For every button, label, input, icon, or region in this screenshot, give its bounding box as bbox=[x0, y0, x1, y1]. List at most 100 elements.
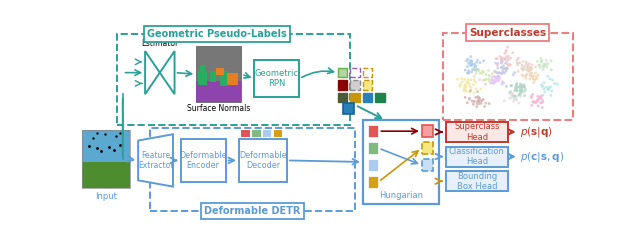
Point bbox=[460, 83, 470, 87]
Point bbox=[486, 81, 497, 85]
Point bbox=[460, 84, 470, 88]
Point bbox=[484, 79, 494, 83]
Point bbox=[494, 75, 504, 79]
Point bbox=[502, 67, 512, 71]
Point bbox=[529, 78, 540, 82]
Point bbox=[543, 85, 554, 89]
Point bbox=[526, 65, 536, 69]
Point bbox=[465, 63, 476, 67]
Point bbox=[487, 77, 497, 81]
Point bbox=[525, 73, 535, 77]
Point bbox=[470, 64, 481, 68]
Point bbox=[537, 59, 547, 63]
Point bbox=[536, 83, 547, 87]
Point bbox=[475, 61, 485, 64]
Point bbox=[466, 78, 476, 82]
Point bbox=[476, 87, 486, 91]
Point bbox=[531, 75, 541, 78]
Text: Superclass
Head: Superclass Head bbox=[454, 122, 500, 142]
Point bbox=[481, 101, 491, 105]
Point bbox=[478, 78, 488, 82]
Point bbox=[461, 59, 472, 63]
Point bbox=[506, 84, 516, 88]
Point bbox=[454, 84, 465, 88]
Point bbox=[467, 63, 477, 67]
Point bbox=[516, 89, 526, 92]
Point bbox=[517, 87, 527, 91]
Text: Feature
Extractor: Feature Extractor bbox=[138, 151, 173, 170]
Point bbox=[477, 69, 488, 73]
Point bbox=[500, 51, 510, 55]
Point bbox=[489, 81, 499, 85]
Point bbox=[524, 67, 534, 71]
Point bbox=[501, 67, 511, 71]
Point bbox=[460, 87, 470, 91]
Point bbox=[457, 80, 467, 84]
Point bbox=[488, 80, 499, 84]
Point bbox=[497, 69, 508, 73]
Point bbox=[521, 68, 531, 72]
Point bbox=[472, 58, 483, 62]
Point bbox=[477, 71, 487, 75]
Point bbox=[516, 94, 526, 98]
Bar bbox=[241, 130, 250, 137]
Bar bbox=[263, 130, 271, 137]
Point bbox=[483, 69, 493, 73]
Point bbox=[515, 61, 525, 65]
Point bbox=[462, 101, 472, 105]
Point bbox=[471, 69, 481, 73]
Point bbox=[474, 69, 484, 73]
Point bbox=[543, 87, 554, 91]
Point bbox=[539, 64, 549, 68]
Point bbox=[501, 69, 511, 73]
Point bbox=[499, 81, 509, 85]
Point bbox=[511, 83, 522, 87]
Text: Geometric Pseudo-Labels: Geometric Pseudo-Labels bbox=[147, 29, 287, 39]
Point bbox=[505, 62, 515, 66]
Point bbox=[520, 88, 531, 92]
Point bbox=[467, 70, 477, 74]
Point bbox=[465, 60, 475, 63]
Bar bbox=[150, 128, 355, 211]
Point bbox=[490, 69, 500, 73]
Point bbox=[527, 63, 537, 67]
Point bbox=[503, 54, 513, 58]
Point bbox=[464, 81, 474, 85]
Point bbox=[472, 90, 483, 94]
Point bbox=[521, 62, 531, 66]
Point bbox=[535, 65, 545, 69]
Bar bbox=[81, 162, 129, 188]
Text: Hungarian: Hungarian bbox=[379, 191, 423, 200]
Point bbox=[481, 82, 491, 86]
Point bbox=[525, 68, 536, 72]
Text: Bounding
Box Head: Bounding Box Head bbox=[456, 171, 497, 191]
Point bbox=[464, 96, 474, 100]
Point bbox=[516, 91, 527, 95]
Point bbox=[469, 99, 479, 103]
Point bbox=[539, 62, 549, 66]
Point bbox=[528, 77, 538, 81]
Point bbox=[491, 76, 501, 80]
Point bbox=[508, 92, 518, 95]
Point bbox=[467, 59, 477, 63]
Point bbox=[462, 64, 472, 68]
Point bbox=[519, 90, 529, 93]
Bar bbox=[81, 130, 129, 188]
Bar bbox=[254, 60, 300, 97]
Point bbox=[469, 78, 479, 82]
Bar bbox=[446, 122, 508, 142]
Point bbox=[459, 89, 469, 93]
Point bbox=[545, 77, 556, 81]
Point bbox=[527, 71, 537, 75]
Point bbox=[525, 72, 536, 76]
Point bbox=[547, 89, 557, 93]
Point bbox=[490, 75, 500, 79]
Point bbox=[464, 97, 474, 101]
Point bbox=[537, 84, 547, 88]
Bar bbox=[200, 65, 205, 74]
Bar bbox=[220, 71, 227, 86]
Point bbox=[501, 84, 511, 88]
Point bbox=[459, 89, 469, 92]
Point bbox=[493, 74, 503, 78]
Point bbox=[497, 60, 508, 63]
